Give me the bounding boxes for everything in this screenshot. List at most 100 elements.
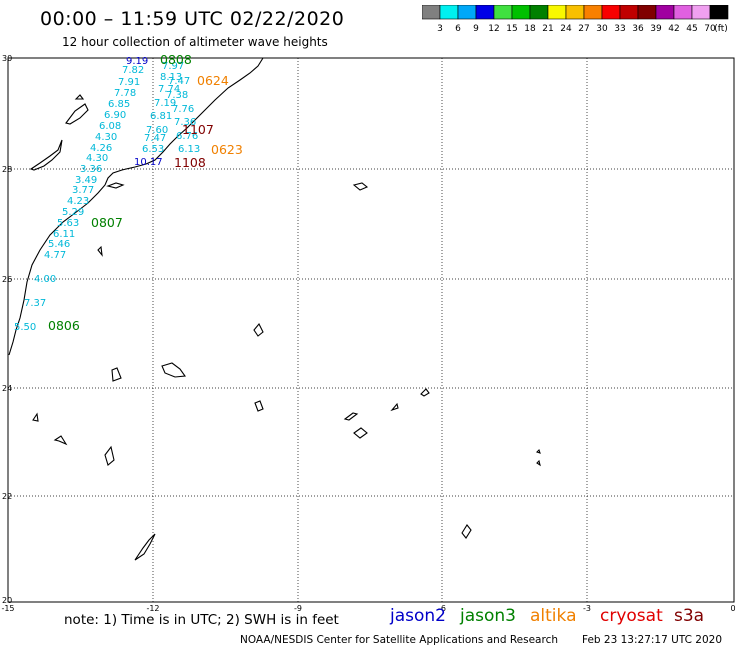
swh-label: 8.13 <box>160 72 182 83</box>
swh-label: 3.49 <box>75 175 97 186</box>
legend-jason2: jason2 <box>390 606 446 626</box>
swh-label: 6.13 <box>178 144 200 155</box>
island-outline <box>134 533 156 561</box>
legend-altika: altika <box>530 606 577 626</box>
lon-tick-label: 0 <box>730 604 735 613</box>
island-outline <box>353 427 368 439</box>
legend-step-label: 18 <box>524 24 536 34</box>
swh-label: 7.19 <box>154 98 176 109</box>
swh-label: 3.77 <box>72 185 94 196</box>
coastline <box>8 57 541 561</box>
island-outline <box>111 367 122 382</box>
swh-labels: 9.197.827.917.786.856.906.084.304.264.30… <box>14 56 200 333</box>
legend-step-label: 39 <box>650 24 662 34</box>
swh-label: 6.11 <box>53 229 75 240</box>
credit-line: NOAA/NESDIS Center for Satellite Applica… <box>240 634 558 646</box>
swh-label: 10.17 <box>134 157 163 168</box>
pass-time-label: 0807 <box>91 215 123 230</box>
legend-unit: (ft) <box>714 24 728 34</box>
pass-time-label: 1107 <box>182 122 214 137</box>
swh-label: 5.46 <box>48 239 70 250</box>
legend-step-label: 27 <box>578 24 589 34</box>
island-outline <box>536 459 541 467</box>
island-outline <box>420 388 430 397</box>
swh-label: 6.81 <box>150 111 172 122</box>
pass-time-label: 0806 <box>48 318 80 333</box>
swh-label: 4.30 <box>86 153 108 164</box>
swh-label: 4.00 <box>34 274 56 285</box>
map-subtitle: 12 hour collection of altimeter wave hei… <box>62 35 328 49</box>
lat-tick-label: 24 <box>2 384 12 393</box>
island-outline <box>106 182 125 189</box>
swh-label: 5.63 <box>57 218 79 229</box>
lon-tick-label: -3 <box>583 604 591 613</box>
island-outline <box>254 400 264 412</box>
swh-label: 7.78 <box>114 88 136 99</box>
island-outline <box>461 524 472 539</box>
legend-step-label: 70 <box>704 24 716 34</box>
island-outline <box>97 245 103 257</box>
legend-s3a: s3a <box>674 606 705 626</box>
swh-label: 6.85 <box>108 99 130 110</box>
generated-timestamp: Feb 23 13:27:17 UTC 2020 <box>582 634 722 646</box>
graticule <box>8 58 734 602</box>
swh-label: 7.60 <box>146 125 168 136</box>
island-outline <box>343 412 359 421</box>
island-outline <box>74 94 85 100</box>
swh-label: 9.19 <box>126 56 148 67</box>
island-outline <box>53 435 68 446</box>
lon-tick-label: -12 <box>146 604 159 613</box>
island-outline <box>32 412 39 422</box>
lat-tick-label: 20 <box>2 596 12 605</box>
legend-step-label: 24 <box>560 24 572 34</box>
island-outline <box>65 103 89 125</box>
swh-label: 7.91 <box>118 77 140 88</box>
legend-step-label: 42 <box>668 24 679 34</box>
lat-tick-label: 30 <box>2 54 12 63</box>
legend-step-label: 36 <box>632 24 644 34</box>
footer-note: note: 1) Time is in UTC; 2) SWH is in fe… <box>64 612 339 628</box>
map-title: 00:00 – 11:59 UTC 02/22/2020 <box>40 8 345 30</box>
swh-label: 7.37 <box>24 298 46 309</box>
legend-step-label: 30 <box>596 24 608 34</box>
pass-time-label: 1108 <box>174 155 206 170</box>
swh-label: 6.90 <box>104 110 126 121</box>
island-outline <box>253 323 264 337</box>
lat-tick-label: 26 <box>2 275 12 284</box>
lat-tick-label: 22 <box>2 492 12 501</box>
legend-step-label: 21 <box>542 24 553 34</box>
legend-step-label: 12 <box>488 24 499 34</box>
lat-tick-label: 28 <box>2 165 12 174</box>
lon-tick-label: -6 <box>438 604 446 613</box>
legend-cryosat: cryosat <box>600 606 663 626</box>
swh-label: 6.53 <box>142 144 164 155</box>
legend-jason3: jason3 <box>460 606 516 626</box>
legend-step <box>709 5 729 20</box>
swh-label: 6.76 <box>176 131 198 142</box>
legend-step-label: 33 <box>614 24 625 34</box>
swh-label: 7.76 <box>172 104 194 115</box>
legend-step-label: 9 <box>473 24 479 34</box>
island-outline <box>104 445 115 466</box>
swh-label: 6.08 <box>99 121 121 132</box>
swh-label: 7.38 <box>166 90 188 101</box>
pass-time-label: 0623 <box>211 142 243 157</box>
legend-step-label: 15 <box>506 24 517 34</box>
island-outline <box>390 402 399 412</box>
island-outline <box>352 182 369 191</box>
island-outline <box>29 139 63 171</box>
pass-time-label: 0808 <box>160 52 192 67</box>
swh-label: 5.50 <box>14 322 36 333</box>
swh-label: 4.23 <box>67 196 89 207</box>
legend-step-label: 6 <box>455 24 461 34</box>
swh-label: 4.77 <box>44 250 66 261</box>
swh-label: 7.97 <box>162 61 184 72</box>
pass-time-label: 0624 <box>197 73 229 88</box>
swh-label: 7.82 <box>122 65 144 76</box>
map-frame <box>7 57 735 603</box>
legend-step-label: 45 <box>686 24 697 34</box>
swh-label: 3.36 <box>80 164 102 175</box>
swh-label: 4.26 <box>90 143 112 154</box>
island-outline <box>161 362 186 378</box>
